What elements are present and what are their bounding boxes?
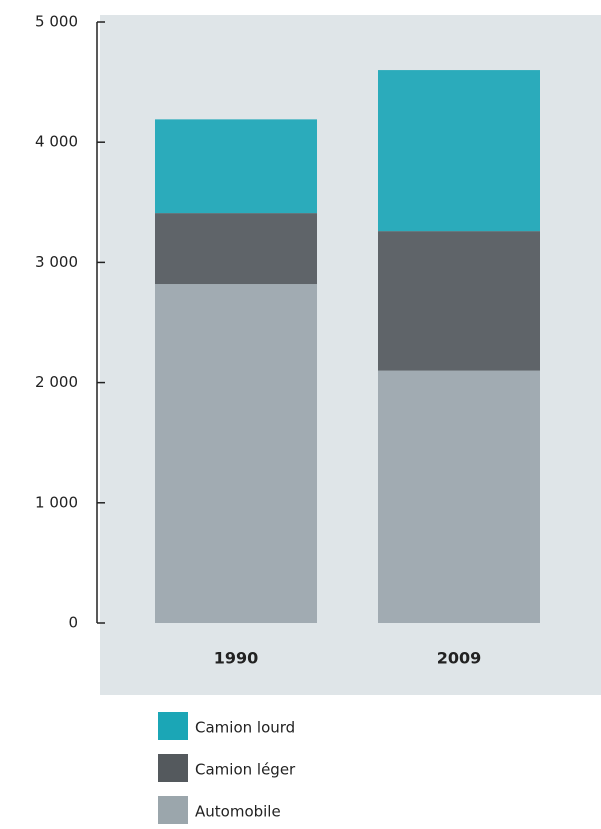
y-tick-label: 4 000 [35, 133, 78, 151]
legend-swatch [158, 796, 188, 824]
bar-segment [155, 213, 317, 285]
legend-swatch [158, 754, 188, 782]
legend-label: Automobile [195, 803, 281, 821]
y-tick-label: 0 [68, 614, 78, 632]
bar-segment [155, 284, 317, 623]
y-tick-label: 5 000 [35, 13, 78, 31]
legend-swatch [158, 712, 188, 740]
y-tick-label: 2 000 [35, 373, 78, 391]
bar-segment [378, 370, 540, 623]
y-tick-label: 3 000 [35, 253, 78, 271]
bar-segment [155, 119, 317, 214]
legend-label: Camion lourd [195, 719, 295, 737]
bar-segment [378, 231, 540, 371]
y-tick-label: 1 000 [35, 493, 78, 511]
bar-segment [378, 70, 540, 232]
legend-label: Camion léger [195, 761, 296, 779]
x-tick-label: 1990 [214, 649, 259, 668]
x-tick-label: 2009 [437, 649, 482, 668]
